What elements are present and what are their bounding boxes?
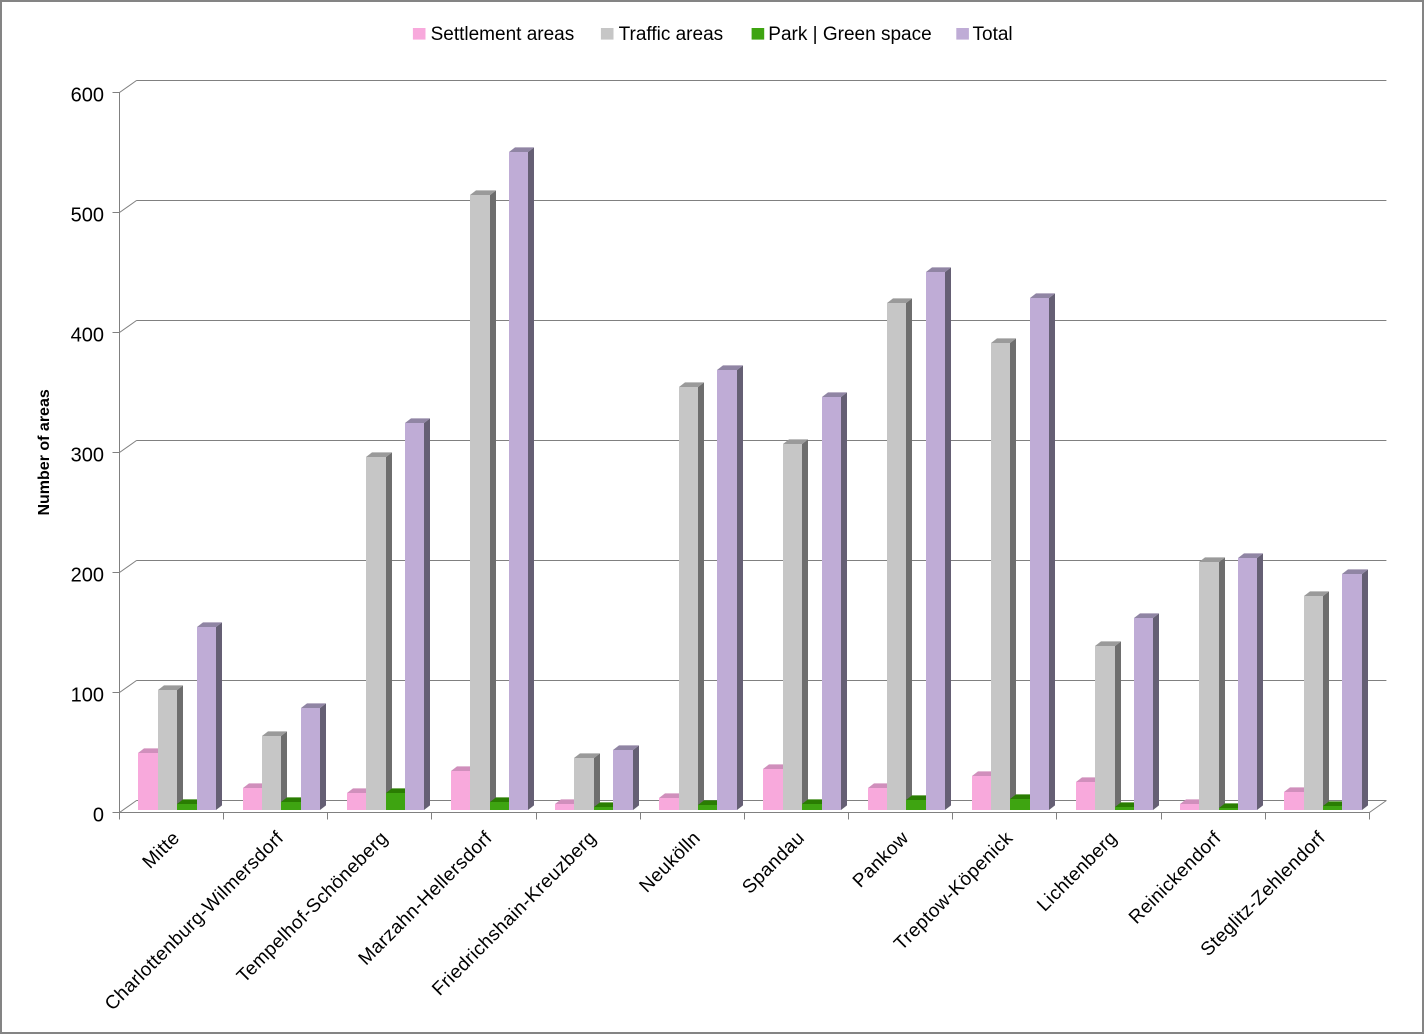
svg-text:500: 500	[71, 204, 104, 226]
svg-text:300: 300	[71, 444, 104, 466]
svg-text:100: 100	[71, 685, 104, 707]
svg-text:600: 600	[71, 84, 104, 106]
svg-text:Total: Total	[973, 24, 1013, 45]
svg-text:Traffic areas: Traffic areas	[619, 24, 724, 45]
svg-text:Number of areas: Number of areas	[36, 389, 53, 515]
svg-text:0: 0	[93, 805, 104, 827]
svg-text:Settlement areas: Settlement areas	[431, 24, 575, 45]
svg-text:Park | Green space: Park | Green space	[768, 24, 931, 45]
svg-text:200: 200	[71, 564, 104, 586]
svg-text:400: 400	[71, 324, 104, 346]
